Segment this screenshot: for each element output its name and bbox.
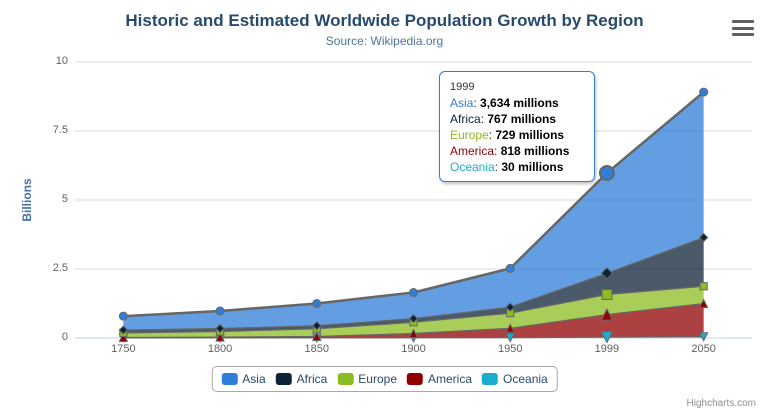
hamburger-icon	[732, 33, 754, 36]
tooltip-series-value: 818 millions	[497, 144, 570, 158]
legend-item-america[interactable]: America	[407, 372, 472, 386]
data-point-marker[interactable]	[311, 331, 322, 341]
data-point-marker[interactable]	[600, 307, 614, 321]
x-axis-label: 1750	[111, 343, 136, 355]
data-point-marker[interactable]	[118, 325, 129, 335]
y-axis-label: 0	[61, 331, 68, 343]
y-axis-label: 7.5	[52, 124, 68, 136]
tooltip-series-name: Africa	[450, 112, 481, 126]
x-axis-label: 2050	[691, 343, 716, 355]
legend-swatch-icon	[337, 373, 354, 385]
data-point-marker[interactable]	[215, 323, 225, 334]
legend-swatch-icon	[482, 373, 499, 385]
legend-item-asia[interactable]: Asia	[221, 372, 266, 386]
tooltip-row: Africa: 767 millions	[450, 112, 557, 126]
data-point-marker[interactable]	[215, 306, 225, 316]
data-point-marker[interactable]	[312, 298, 322, 308]
hamburger-icon	[732, 20, 754, 23]
x-axis-label: 1850	[304, 343, 330, 355]
tooltip-series-value: 30 millions	[498, 160, 564, 174]
data-point-marker[interactable]	[118, 311, 128, 321]
legend-label: Africa	[296, 372, 328, 386]
legend-label: Asia	[242, 372, 266, 386]
x-axis-label: 1800	[207, 343, 233, 355]
tooltip-series-name: Asia	[450, 96, 474, 110]
tooltip-row: Asia: 3,634 millions	[450, 96, 559, 110]
legend-label: America	[428, 372, 473, 386]
x-axis-label: 1999	[594, 343, 620, 355]
legend-swatch-icon	[275, 373, 292, 385]
credits-link[interactable]: Highcharts.com	[686, 398, 756, 409]
data-point-marker[interactable]	[505, 302, 515, 312]
chart-title: Historic and Estimated Worldwide Populat…	[125, 11, 644, 30]
tooltip-series-value: 3,634 millions	[476, 96, 559, 110]
data-point-marker[interactable]	[699, 87, 709, 97]
x-axis-label: 1900	[401, 343, 426, 355]
data-point-marker[interactable]	[698, 332, 709, 342]
export-menu-button[interactable]	[732, 20, 754, 36]
tooltip-row: Oceania: 30 millions	[450, 160, 564, 174]
data-point-marker[interactable]	[698, 232, 709, 243]
tooltip-row: America: 818 millions	[450, 144, 570, 158]
tooltip-header: 1999	[450, 81, 475, 93]
y-axis-label: 2.5	[52, 262, 68, 274]
hamburger-icon	[732, 26, 754, 30]
data-point-marker[interactable]	[600, 331, 614, 344]
tooltip-row: Europe: 729 millions	[450, 128, 565, 142]
legend: Asia Africa Europe America Oceania	[211, 366, 558, 392]
area-series-america[interactable]	[123, 303, 704, 338]
legend-swatch-icon	[407, 373, 424, 385]
legend-item-europe[interactable]: Europe	[337, 372, 397, 386]
data-point-marker[interactable]	[312, 321, 322, 331]
data-point-marker[interactable]	[698, 298, 709, 309]
data-point-marker[interactable]	[601, 289, 613, 300]
area-series-africa[interactable]	[123, 237, 704, 333]
tooltip-series-value: 767 millions	[484, 112, 557, 126]
legend-item-oceania[interactable]: Oceania	[482, 372, 548, 386]
y-axis-label: 5	[61, 193, 68, 205]
tooltip-series-name: Europe	[450, 128, 489, 142]
y-axis-label: 10	[55, 55, 68, 67]
data-point-marker[interactable]	[505, 323, 516, 333]
chart-subtitle: Source: Wikipedia.org	[325, 34, 444, 48]
data-point-marker[interactable]	[408, 328, 419, 339]
data-point-marker[interactable]	[118, 332, 129, 342]
data-point-marker[interactable]	[505, 333, 516, 343]
data-point-marker[interactable]	[408, 313, 419, 324]
tooltip-series-name: America	[450, 144, 495, 158]
tooltip-series-value: 729 millions	[492, 128, 565, 142]
data-point-marker[interactable]	[600, 267, 614, 280]
tooltip-series-name: Oceania	[450, 160, 495, 174]
data-point-marker[interactable]	[505, 263, 515, 273]
legend-item-africa[interactable]: Africa	[275, 372, 328, 386]
legend-label: Europe	[358, 372, 398, 386]
legend-label: Oceania	[503, 372, 548, 386]
legend-swatch-icon	[221, 373, 238, 385]
data-point-marker[interactable]	[598, 165, 615, 182]
x-axis-label: 1950	[497, 343, 523, 355]
area-series-asia[interactable]	[123, 92, 704, 331]
data-point-marker[interactable]	[699, 282, 708, 291]
tooltip: 1999 Asia: 3,634 millions Africa: 767 mil…	[439, 71, 595, 182]
data-point-marker[interactable]	[215, 331, 225, 342]
data-point-marker[interactable]	[409, 287, 418, 297]
